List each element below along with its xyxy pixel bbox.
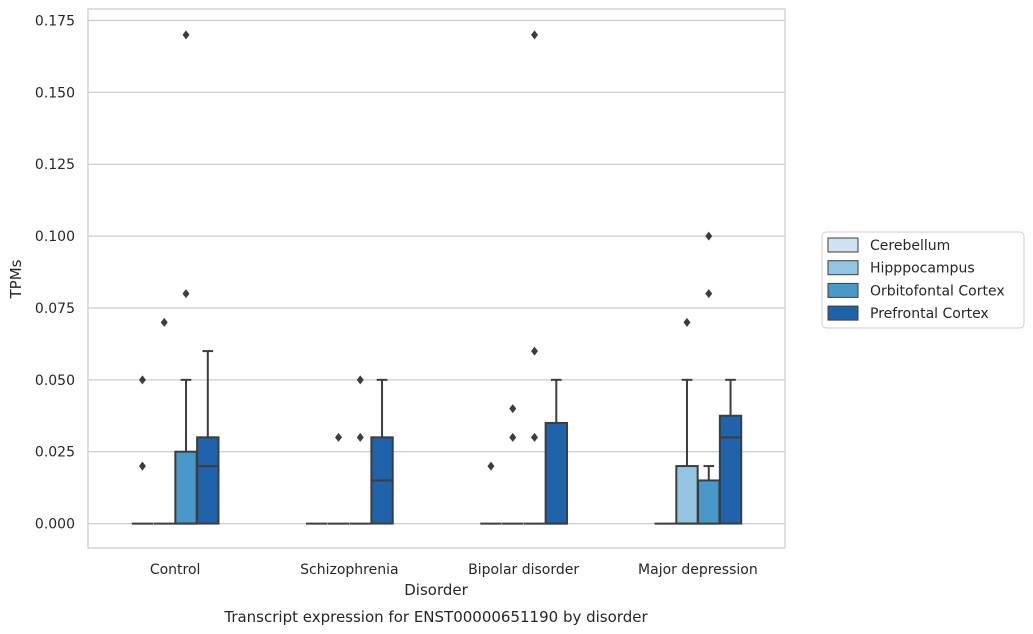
box-iqr xyxy=(718,414,743,525)
outlier-point xyxy=(356,375,364,385)
legend: Cerebellum Hipppocampus Orbitofontal Corte… xyxy=(821,231,1025,329)
x-tick-label: Schizophrenia xyxy=(300,562,398,578)
outlier-point xyxy=(531,30,539,40)
legend-frame xyxy=(821,231,1025,329)
x-tick-label: Bipolar disorder xyxy=(468,562,579,578)
legend-swatch xyxy=(827,260,859,276)
box-iqr xyxy=(697,479,721,525)
outlier-point xyxy=(160,317,168,327)
outlier-point xyxy=(138,461,146,471)
legend-swatch xyxy=(827,305,859,321)
outlier-point xyxy=(531,432,539,442)
outlier-point xyxy=(509,432,517,442)
y-tick-label: 0.100 xyxy=(35,229,75,245)
legend-swatch xyxy=(827,237,859,253)
boxes xyxy=(131,30,743,525)
box-prefrontal-cortex xyxy=(370,378,394,525)
box-iqr xyxy=(544,421,568,525)
box-orbitofontal-cortex xyxy=(349,375,371,525)
outlier-point xyxy=(182,289,190,299)
box-iqr xyxy=(196,436,220,525)
y-tick-label: 0.150 xyxy=(35,85,75,101)
box-iqr xyxy=(675,465,699,525)
y-tick-label: 0.175 xyxy=(35,13,75,29)
outlier-point xyxy=(683,317,691,327)
legend-label: Prefrontal Cortex xyxy=(870,306,989,322)
figure-caption: Transcript expression for ENST0000065119… xyxy=(223,608,648,626)
box-hipppocampus xyxy=(327,432,350,525)
outlier-point xyxy=(705,231,713,241)
legend-label: Orbitofontal Cortex xyxy=(870,283,1005,299)
x-tick-label: Major depression xyxy=(638,562,758,578)
y-tick-label: 0.000 xyxy=(35,517,75,533)
box-prefrontal-cortex xyxy=(196,350,220,525)
box-cerebellum xyxy=(131,375,154,525)
box-orbitofontal-cortex xyxy=(523,30,546,525)
y-tick-label: 0.025 xyxy=(35,445,75,461)
box-prefrontal-cortex xyxy=(544,378,568,525)
y-axis-ticks: 0.000 0.025 0.050 0.075 0.100 0.125 0.150 0.175 xyxy=(35,13,75,532)
legend-label: Cerebellum xyxy=(870,238,950,254)
box-cerebellum xyxy=(480,461,502,525)
outlier-point xyxy=(138,375,146,385)
x-tick-label: Control xyxy=(150,562,201,578)
box-prefrontal-cortex xyxy=(718,378,743,525)
y-tick-label: 0.075 xyxy=(35,301,75,317)
plot-area-frame xyxy=(87,8,786,549)
outlier-point xyxy=(509,404,517,414)
outlier-point xyxy=(487,461,495,471)
box-orbitofontal-cortex xyxy=(174,30,198,525)
y-tick-label: 0.050 xyxy=(35,373,75,389)
x-axis-ticks: Control Schizophrenia Bipolar disorder Majo… xyxy=(150,562,758,578)
box-hipppocampus xyxy=(153,317,175,525)
box-hipppocampus xyxy=(502,404,524,525)
box-iqr xyxy=(174,450,198,525)
x-axis-label: Disorder xyxy=(404,581,468,599)
y-tick-label: 0.125 xyxy=(35,157,75,173)
y-axis-label: TPMs xyxy=(7,259,25,299)
outlier-point xyxy=(705,289,713,299)
legend-label: Hipppocampus xyxy=(870,261,975,277)
box-orbitofontal-cortex xyxy=(697,231,721,525)
legend-swatch xyxy=(827,282,859,298)
outlier-point xyxy=(531,346,539,356)
outlier-point xyxy=(182,30,190,40)
outlier-point xyxy=(356,432,364,442)
outlier-point xyxy=(334,432,342,442)
